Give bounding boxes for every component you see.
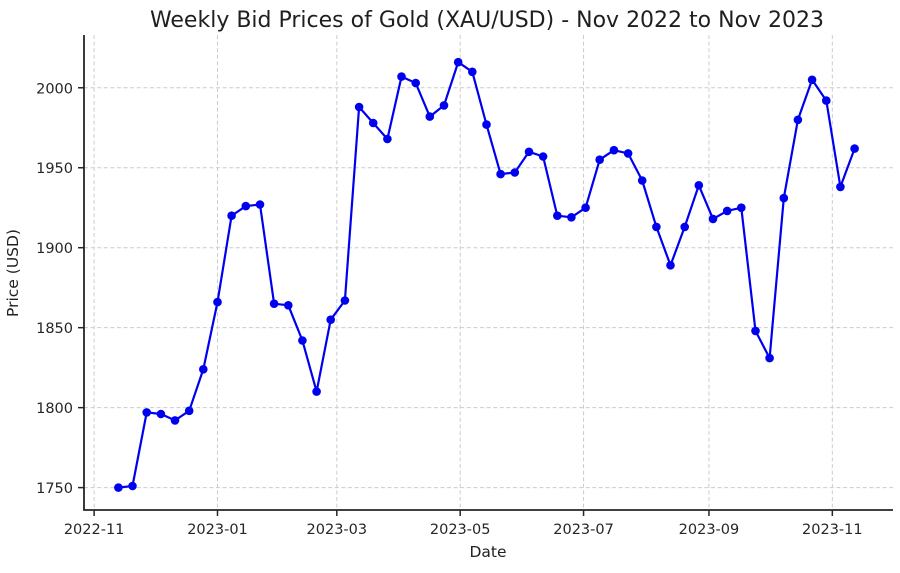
data-point-marker <box>496 169 505 179</box>
data-point-marker <box>637 176 647 185</box>
y-tick-labels: 1750 1800 1850 1900 1950 2000 <box>36 81 73 497</box>
data-point-marker <box>553 211 562 220</box>
y-tick-label: 1950 <box>36 161 73 177</box>
axes-spine-path <box>83 35 893 511</box>
data-point-marker <box>510 168 520 177</box>
x-tick-labels: 2022-11 2023-01 2023-03 2023-05 2023-07 2023-… <box>64 522 863 538</box>
data-point-marker <box>694 181 704 190</box>
data-point-marker <box>836 182 845 192</box>
data-point-marker <box>312 387 321 396</box>
y-axis-label: Price (USD) <box>4 229 22 317</box>
y-tick-label: 2000 <box>36 81 73 97</box>
data-point-marker <box>170 416 180 425</box>
data-point-marker <box>354 102 364 112</box>
data-point-marker <box>241 201 251 211</box>
data-point-marker <box>142 408 151 417</box>
data-point-marker <box>623 149 633 158</box>
data-point-marker <box>567 213 576 222</box>
data-point-marker <box>284 301 293 310</box>
data-point-marker <box>793 115 803 125</box>
x-tick-label: 2023-05 <box>430 522 491 538</box>
data-point-marker <box>425 112 435 121</box>
y-tick-label: 1850 <box>36 321 73 337</box>
data-point-marker <box>737 203 746 212</box>
data-point-marker <box>453 57 463 67</box>
data-point-marker <box>722 206 732 216</box>
data-point-marker <box>652 222 661 232</box>
y-tick-label: 1800 <box>36 401 73 417</box>
x-tick-label: 2023-11 <box>802 522 863 538</box>
data-point-marker <box>708 214 718 224</box>
y-tick-label: 1900 <box>36 241 73 257</box>
x-axis-label: Date <box>469 543 506 561</box>
data-point-marker <box>468 67 477 77</box>
data-point-marker <box>595 155 604 164</box>
x-tick-label: 2022-11 <box>64 522 125 538</box>
data-point-marker <box>779 193 789 203</box>
data-point-marker <box>538 152 548 161</box>
price-line-series <box>114 57 859 492</box>
data-point-marker <box>397 72 406 81</box>
data-point-marker <box>822 96 831 105</box>
data-point-marker <box>368 118 378 128</box>
data-point-marker <box>524 147 534 157</box>
data-point-marker <box>156 409 166 419</box>
data-point-marker <box>128 481 137 491</box>
data-point-marker <box>581 203 590 212</box>
data-point-marker <box>765 353 774 363</box>
chart-title: Weekly Bid Prices of Gold (XAU/USD) - No… <box>150 8 824 33</box>
data-point-marker <box>199 365 208 374</box>
x-tick-label: 2023-07 <box>553 522 614 538</box>
y-tick-label: 1750 <box>36 481 73 497</box>
data-point-marker <box>666 261 675 270</box>
data-point-marker <box>213 297 222 307</box>
x-tick-label: 2023-03 <box>307 522 368 538</box>
data-point-marker <box>807 75 817 85</box>
data-point-marker <box>383 134 392 144</box>
gridlines <box>84 35 893 510</box>
data-point-marker <box>411 78 421 88</box>
axes-spines <box>83 35 893 511</box>
data-point-marker <box>298 336 307 345</box>
data-point-marker <box>114 483 123 492</box>
data-point-marker <box>751 326 760 336</box>
data-point-marker <box>184 406 194 416</box>
data-point-marker <box>255 200 265 209</box>
data-point-marker <box>680 222 689 232</box>
data-point-marker <box>269 299 279 309</box>
data-point-marker <box>482 120 491 129</box>
data-point-marker <box>326 315 336 325</box>
axis-ticks <box>78 87 834 516</box>
data-point-marker <box>227 211 236 220</box>
data-point-marker <box>340 296 350 305</box>
x-tick-label: 2023-01 <box>187 522 248 538</box>
x-tick-label: 2023-09 <box>679 522 740 538</box>
data-point-marker <box>609 145 619 155</box>
data-point-marker <box>439 101 449 110</box>
data-point-marker <box>850 144 859 153</box>
